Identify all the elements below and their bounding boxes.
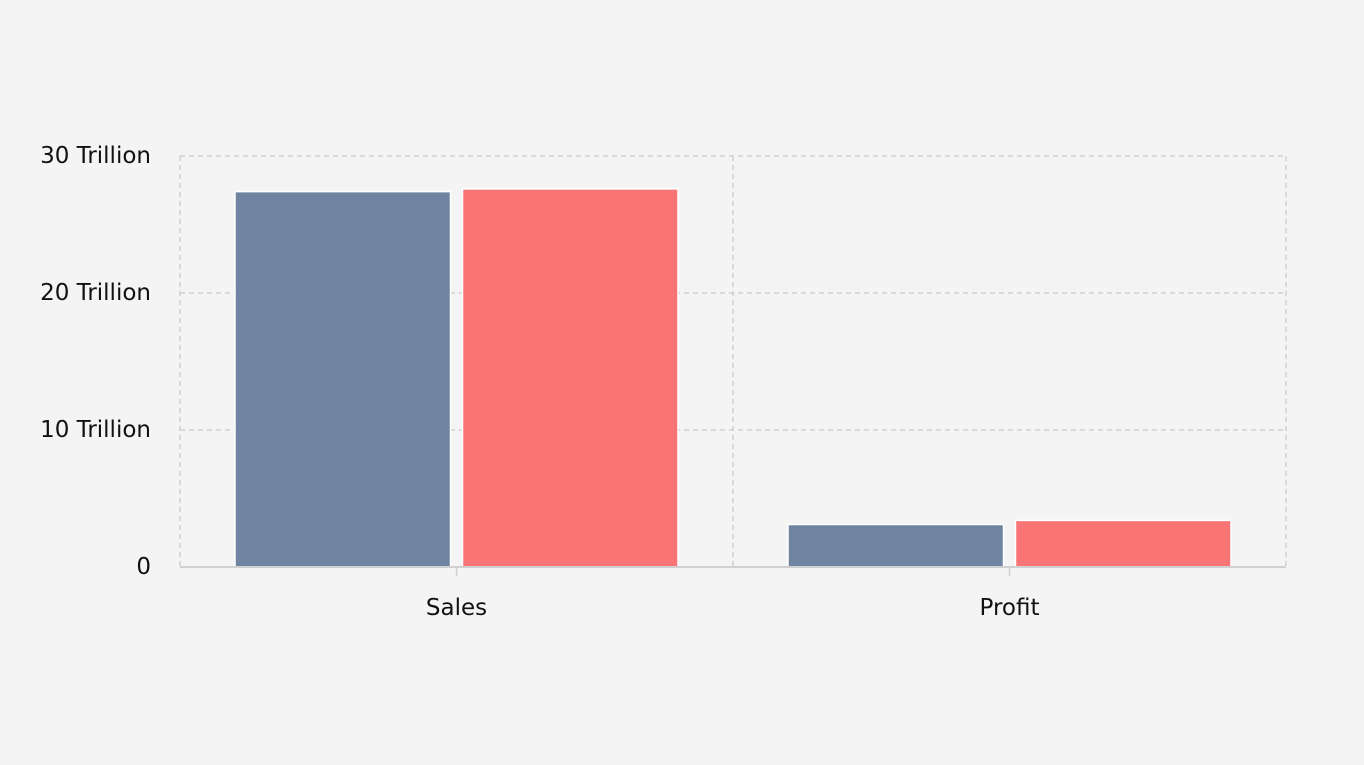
bar-sales-series-1 xyxy=(234,190,452,568)
bar-profit-series-1 xyxy=(787,523,1005,568)
y-tick-label: 20 Trillion xyxy=(40,280,151,306)
y-tick-label: 30 Trillion xyxy=(40,143,151,169)
y-tick-label: 10 Trillion xyxy=(40,417,151,443)
axis-layer xyxy=(180,566,1286,576)
x-tick-label: Sales xyxy=(426,595,487,621)
y-tick-label: 0 xyxy=(136,554,151,580)
bar-profit-series-2 xyxy=(1014,519,1232,568)
x-tick-label: Profit xyxy=(980,595,1040,621)
bar-sales-series-2 xyxy=(461,188,679,568)
labels-layer: 0 10 Trillion 20 Trillion 30 Trillion Sales P… xyxy=(40,143,1039,621)
